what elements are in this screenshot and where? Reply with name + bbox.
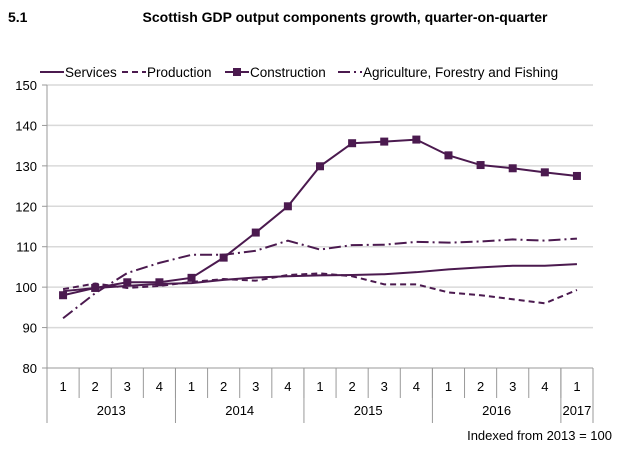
series-line-agriculture [62, 237, 578, 320]
y-tick-label: 90 [23, 321, 37, 336]
quarter-label: 2 [477, 379, 484, 394]
chart-title: Scottish GDP output components growth, q… [143, 9, 549, 25]
y-tick-label: 150 [15, 78, 37, 93]
construction-point [476, 161, 485, 170]
chart-number: 5.1 [8, 9, 28, 25]
construction-point [59, 291, 68, 300]
quarter-label: 3 [509, 379, 516, 394]
quarter-label: 4 [156, 379, 163, 394]
y-tick-label: 100 [15, 280, 37, 295]
series-line-services [62, 263, 577, 293]
construction-point [412, 135, 421, 144]
quarter-label: 3 [252, 379, 259, 394]
quarter-label: 1 [316, 379, 323, 394]
construction-point [155, 278, 164, 287]
construction-point [283, 202, 292, 211]
construction-point [187, 273, 196, 282]
construction-point [572, 171, 581, 180]
construction-point [123, 278, 132, 287]
index-note: Indexed from 2013 = 100 [467, 428, 612, 443]
construction-point [348, 139, 357, 148]
year-label: 2014 [225, 403, 254, 418]
quarter-label: 1 [188, 379, 195, 394]
year-label: 2016 [482, 403, 511, 418]
quarter-label: 1 [445, 379, 452, 394]
quarter-label: 3 [381, 379, 388, 394]
quarter-label: 1 [59, 379, 66, 394]
construction-point [540, 168, 549, 177]
year-label: 2013 [97, 403, 126, 418]
y-tick-label: 140 [15, 118, 37, 133]
construction-point [508, 164, 517, 173]
legend-label: Services [65, 65, 117, 80]
construction-point [251, 228, 260, 237]
legend-label: Agriculture, Forestry and Fishing [363, 65, 558, 80]
construction-point [380, 137, 389, 146]
year-label: 2017 [562, 403, 591, 418]
series-line-production [62, 272, 578, 305]
legend-label: Construction [250, 65, 326, 80]
year-label: 2015 [354, 403, 383, 418]
y-tick-label: 130 [15, 159, 37, 174]
y-tick-label: 80 [23, 361, 37, 376]
quarter-label: 2 [349, 379, 356, 394]
quarter-label: 4 [541, 379, 548, 394]
legend-label: Production [147, 65, 212, 80]
construction-point [316, 162, 324, 171]
y-tick-label: 110 [16, 240, 37, 255]
construction-point [91, 283, 100, 292]
quarter-label: 2 [92, 379, 99, 394]
quarter-label: 2 [220, 379, 227, 394]
construction-point [444, 151, 453, 160]
quarter-label: 4 [284, 379, 291, 394]
quarter-label: 1 [573, 379, 580, 394]
quarter-label: 3 [124, 379, 131, 394]
construction-point [219, 253, 228, 262]
y-tick-label: 120 [15, 199, 37, 214]
legend-marker [233, 68, 241, 76]
quarter-label: 4 [413, 379, 420, 394]
